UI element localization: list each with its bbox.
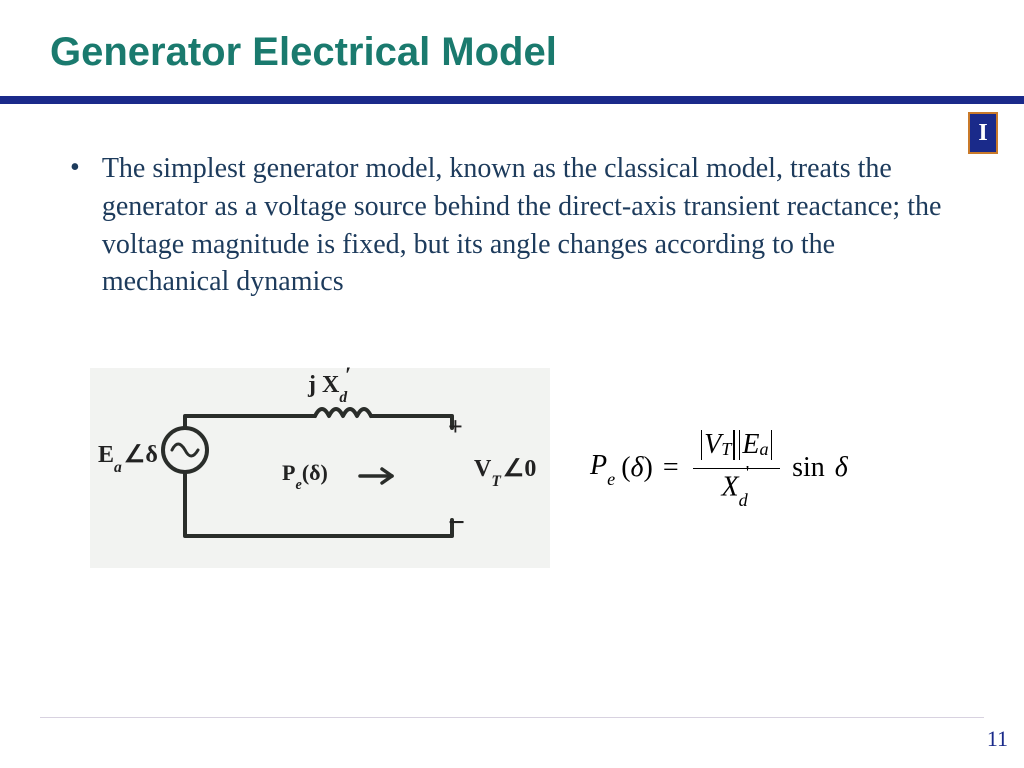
label-reactance: j Xd′ <box>308 372 353 403</box>
content-area: • The simplest generator model, known as… <box>70 150 944 301</box>
eq-fraction: VTEa Xd' <box>693 430 780 507</box>
label-terminal: VT∠0 <box>474 454 536 487</box>
bullet-item: • The simplest generator model, known as… <box>70 150 944 301</box>
eq-equals: = <box>663 452 679 484</box>
eq-delta: δ <box>835 452 848 484</box>
abs-Ea: Ea <box>737 430 774 461</box>
university-logo: I <box>968 112 998 154</box>
page-number: 11 <box>987 726 1008 752</box>
figure-row: Ea∠δ j Xd′ Pe(δ) + − VT∠0 Pe (δ) = VTEa <box>90 368 964 568</box>
eq-denominator: Xd' <box>716 469 758 506</box>
bullet-text: The simplest generator model, known as t… <box>102 150 944 301</box>
eq-P: Pe <box>590 450 615 486</box>
power-equation: Pe (δ) = VTEa Xd' sin δ <box>590 430 848 507</box>
bullet-marker: • <box>70 154 80 182</box>
title-rule <box>0 96 1024 104</box>
circuit-diagram: Ea∠δ j Xd′ Pe(δ) + − VT∠0 <box>90 368 550 568</box>
label-power: Pe(δ) <box>282 460 328 490</box>
eq-arg: (δ) <box>621 452 653 484</box>
label-minus: − <box>448 506 465 540</box>
label-plus: + <box>448 412 463 442</box>
eq-sin: sin <box>792 452 825 484</box>
logo-letter: I <box>978 120 987 147</box>
slide-title: Generator Electrical Model <box>50 30 974 75</box>
eq-numerator: VTEa <box>693 430 780 468</box>
slide: Generator Electrical Model I • The simpl… <box>0 0 1024 768</box>
abs-VT: VT <box>699 430 737 461</box>
footer-line <box>40 717 984 718</box>
label-source: Ea∠δ <box>98 440 158 473</box>
